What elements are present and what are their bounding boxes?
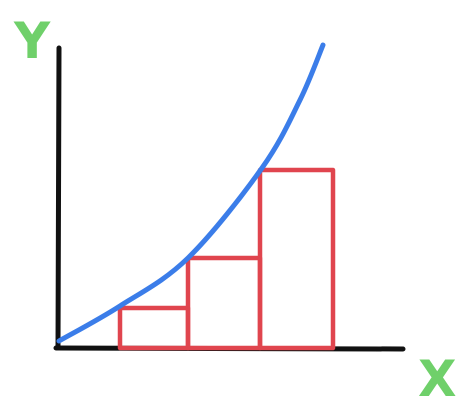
bar-1: [117, 305, 191, 351]
y-axis-label: Y: [13, 12, 51, 70]
x-axis-label: X: [418, 350, 457, 400]
y-axis: [55, 45, 62, 351]
curve-line: [56, 42, 326, 344]
bars-group: [117, 167, 336, 351]
bar-2: [185, 255, 263, 351]
bar-3: [257, 167, 336, 351]
